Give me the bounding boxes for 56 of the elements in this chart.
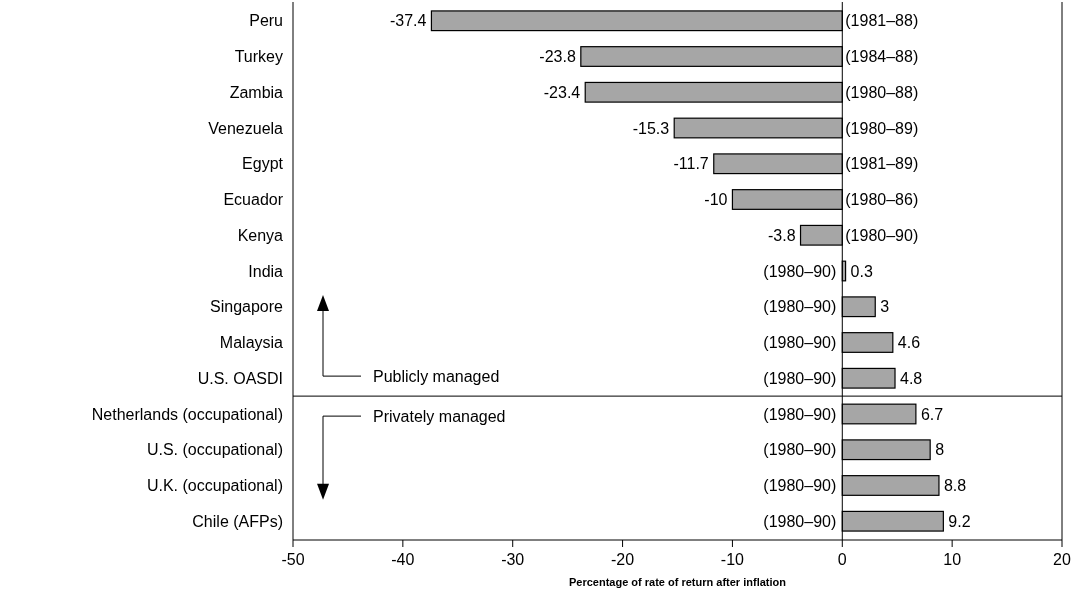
data-label: -10 [704, 191, 728, 209]
y-tick-label: Turkey [234, 48, 283, 66]
data-label: -11.7 [673, 155, 709, 173]
y-tick-label: India [248, 262, 284, 280]
data-label: 0.3 [850, 262, 873, 280]
annotation: (1981–88) [845, 12, 919, 30]
data-label: -37.4 [389, 12, 427, 30]
data-label: -23.4 [543, 83, 581, 101]
data-label: -15.3 [632, 119, 670, 137]
y-tick-label: Malaysia [219, 334, 284, 352]
annotation: (1980–90) [763, 298, 837, 316]
x-axis-title: Percentage of rate of return after inflation [569, 576, 787, 588]
data-label: 8.8 [943, 477, 967, 495]
data-label: -23.8 [539, 48, 576, 66]
y-tick-label: Netherlands (occupational) [91, 405, 283, 423]
x-tick-label: 20 [1053, 551, 1071, 568]
annotation: Privately managed [373, 407, 506, 425]
annotation: (1980–88) [845, 83, 919, 101]
y-tick-label: Ecuador [223, 191, 284, 209]
annotation: (1980–90) [763, 369, 837, 387]
x-tick-label: 0 [837, 551, 847, 568]
annotation: (1980–90) [763, 477, 837, 495]
data-label: 4.6 [897, 334, 921, 352]
y-tick-label: U.S. OASDI [197, 369, 283, 387]
annotation: (1980–90) [763, 262, 837, 280]
annotation: (1980–89) [845, 119, 919, 137]
x-tick-label: -40 [391, 551, 415, 568]
y-tick-label: Singapore [210, 298, 284, 316]
y-tick-label: U.S. (occupational) [146, 441, 283, 459]
annotation: (1980–90) [763, 334, 837, 352]
y-tick-label: Venezuela [208, 119, 284, 137]
x-tick-label: -20 [611, 551, 635, 568]
x-tick-label: -10 [720, 551, 745, 568]
y-tick-label: Kenya [237, 226, 284, 244]
x-tick-label: -50 [281, 551, 305, 568]
annotation: (1981–89) [845, 155, 919, 173]
annotation: Publicly managed [373, 367, 500, 385]
y-tick-label: U.K. (occupational) [146, 477, 283, 495]
data-label: -3.8 [767, 226, 796, 244]
annotation: (1980–90) [763, 441, 837, 459]
annotation: (1980–90) [845, 226, 919, 244]
y-tick-label: Peru [249, 12, 283, 30]
y-tick-label: Zambia [229, 83, 284, 101]
annotation: (1980–90) [763, 405, 837, 423]
data-label: 4.8 [900, 369, 923, 387]
data-label: 6.7 [920, 405, 944, 423]
data-label: 8 [935, 441, 945, 459]
data-label: 9.2 [948, 512, 971, 530]
annotation: (1984–88) [845, 48, 919, 66]
data-label: 3 [880, 298, 890, 316]
y-tick-label: Egypt [242, 155, 284, 173]
y-tick-label: Chile (AFPs) [192, 512, 283, 530]
annotation: (1980–86) [845, 191, 919, 209]
x-tick-label: -30 [501, 551, 525, 568]
x-tick-label: 10 [943, 551, 962, 568]
annotation: (1980–90) [763, 512, 837, 530]
